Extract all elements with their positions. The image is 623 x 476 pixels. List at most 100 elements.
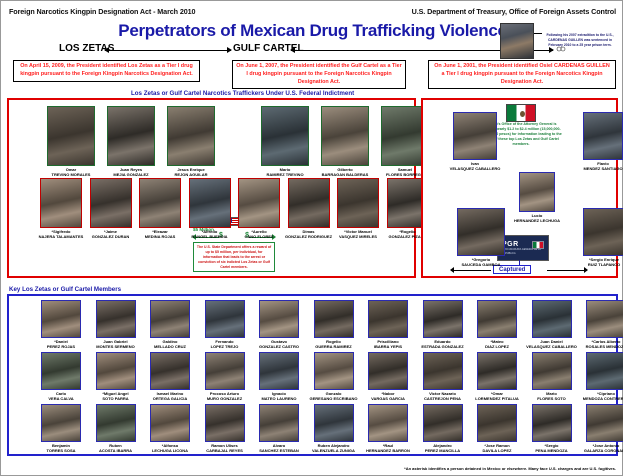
person-name: *Sergio Enrique RUIZ TLAPANCO — [568, 257, 623, 267]
person-name: Juan Gabriel MONTES SERMENO — [81, 339, 151, 349]
person-photo — [422, 300, 463, 338]
person-photo — [204, 404, 245, 442]
person-name: Rogelio GUERRA RAMIREZ — [299, 339, 369, 349]
person-photo — [583, 112, 623, 160]
person-name: Mario FLORES SOTO — [517, 391, 587, 401]
person-first-name: Lucio — [531, 213, 543, 218]
person-last-name: LORMENDEZ PITALUA — [475, 396, 519, 401]
person-last-name: GONZALEZ PIZANA — [388, 234, 427, 239]
person-last-name: CASTREJON PENA — [424, 396, 461, 401]
person-card: Juan Reyes MEJIA GONZALEZ — [92, 106, 170, 177]
person-last-name: GONZALEZ RODRIGUEZ — [284, 234, 333, 239]
person-name: Omar TREVINO MORALES — [32, 167, 110, 177]
person-photo — [107, 106, 155, 166]
reward-description: The U.S. State Department offers a rewar… — [193, 242, 275, 273]
person-last-name: VERA CALVA — [48, 396, 74, 401]
person-name: Dimas GONZALEZ RODRIGUEZ — [273, 229, 345, 239]
person-last-name: FLORES BORREGO — [385, 172, 424, 177]
arrow-gulf-to-cardenas — [290, 47, 554, 53]
key-members-section-heading: Key Los Zetas or Gulf Cartel Members — [9, 286, 122, 293]
footnote-text: *An asterisk identifies a person detaine… — [404, 466, 616, 471]
person-name: *Alfonso LECHUGA LICONA — [135, 443, 205, 453]
person-last-name: PENA MENDOZA — [535, 448, 568, 453]
person-name: Procoso Arturo MURO GONZALEZ — [190, 391, 260, 401]
person-first-name: Gilberto — [337, 167, 353, 172]
reward-arrow-right — [249, 234, 276, 240]
person-name: Alejandro PEREZ MANCILLA — [408, 443, 478, 453]
person-photo — [150, 404, 190, 442]
person-card: *Nabor VARGAS GARCIA — [353, 352, 423, 401]
person-first-name: Ruben — [109, 443, 122, 448]
person-photo — [583, 208, 623, 256]
person-photo — [47, 106, 95, 166]
person-last-name: BARRAGAN BALDERAS — [321, 172, 369, 177]
person-last-name: IBARRA YEPIS — [373, 344, 403, 349]
mexico-flag-icon — [506, 104, 536, 122]
person-photo — [368, 404, 408, 442]
person-name: Ramon Ulises CARBAJAL REYES — [190, 443, 260, 453]
person-card: Ivan VELASQUEZ CABALLERO — [438, 112, 512, 171]
person-photo — [313, 300, 354, 338]
person-last-name: GALARZA CORONADO — [583, 448, 623, 453]
person-card: Gonzalo GERESANO ESCRIBANO — [299, 352, 369, 401]
person-last-name: CARBAJAL REYES — [206, 448, 243, 453]
person-name: Carlo VERA CALVA — [26, 391, 96, 401]
person-card: Omar TREVINO MORALES — [32, 106, 110, 177]
person-photo — [41, 404, 81, 442]
person-last-name: VELASQUEZ CABALLERO — [526, 344, 577, 349]
header-bar: Foreign Narcotics Kingpin Designation Ac… — [1, 7, 623, 16]
person-card: Dimas GONZALEZ RODRIGUEZ — [273, 178, 345, 239]
person-first-name: *Omar — [490, 391, 503, 396]
person-first-name: *Victor Manuel — [344, 229, 372, 234]
person-photo — [204, 300, 245, 338]
person-card: *Raul HERNANDEZ BARRON — [353, 404, 423, 453]
person-last-name: GONZALEZ DURAN — [91, 234, 130, 239]
person-photo — [477, 300, 517, 338]
los-zetas-label: LOS ZETAS — [59, 43, 115, 54]
person-name: Lucio HERNANDEZ LECHUGA — [504, 213, 570, 223]
person-photo — [261, 106, 309, 166]
captured-badge: Captured — [493, 265, 532, 274]
person-card: Lucio HERNANDEZ LECHUGA — [504, 172, 570, 223]
person-name: Mario RAMIREZ TREVINO — [246, 167, 324, 177]
person-name: Gilberto BARRAGAN BALDERAS — [306, 167, 384, 177]
person-photo — [40, 178, 82, 228]
person-name: *Daniel PEREZ ROJAS — [26, 339, 96, 349]
person-first-name: *Alfonso — [161, 443, 179, 448]
person-first-name: Priscilliano — [377, 339, 399, 344]
person-photo — [337, 178, 379, 228]
person-first-name: Mario — [279, 167, 291, 172]
person-photo — [477, 352, 517, 390]
person-name: *Jose Ramon DAVILA LOPEZ — [462, 443, 532, 453]
person-card: Ruben Alejandro VALENZUELA ZUNIGA — [299, 404, 369, 453]
person-name: Alvaro SANCHEZ ESTEBAN — [244, 443, 314, 453]
person-photo — [89, 178, 132, 228]
person-first-name: *Alfredo — [201, 229, 218, 234]
person-card: Alvaro SANCHEZ ESTEBAN — [244, 404, 314, 453]
person-first-name: Alvaro — [272, 443, 286, 448]
pgr-title: PGR — [502, 241, 519, 249]
person-last-name: TORRES SOSA — [46, 448, 76, 453]
callout-los-zetas: On April 15, 2009, the President identif… — [13, 60, 200, 82]
mexico-reward-block: Mexico's Office of the Attorney General … — [480, 104, 562, 147]
person-photo — [477, 404, 517, 442]
person-first-name: Ivan — [470, 161, 479, 166]
person-photo — [422, 352, 463, 390]
mexico-reward-text: Mexico's Office of the Attorney General … — [480, 122, 562, 147]
person-first-name: *Jose Antonio — [592, 443, 620, 448]
person-card: Ramon Ulises CARBAJAL REYES — [190, 404, 260, 453]
person-name: *Mateo DIAZ LOPEZ — [462, 339, 532, 349]
person-last-name: MONTES SERMENO — [96, 344, 135, 349]
person-first-name: Juan Gabriel — [103, 339, 128, 344]
person-card: Ismael Marino ORTEGA GALICIA — [135, 352, 205, 401]
person-name: Priscilliano IBARRA YEPIS — [353, 339, 423, 349]
person-card: Victor Nazario CASTREJON PENA — [408, 352, 478, 401]
person-card: Gilberto BARRAGAN BALDERAS — [306, 106, 384, 177]
person-photo — [531, 352, 572, 390]
person-photo — [41, 300, 81, 338]
cardenas-note-text: Following his 2007 extradition to the U.… — [546, 33, 614, 47]
person-first-name: Dimas — [302, 229, 315, 234]
person-photo — [368, 300, 408, 338]
